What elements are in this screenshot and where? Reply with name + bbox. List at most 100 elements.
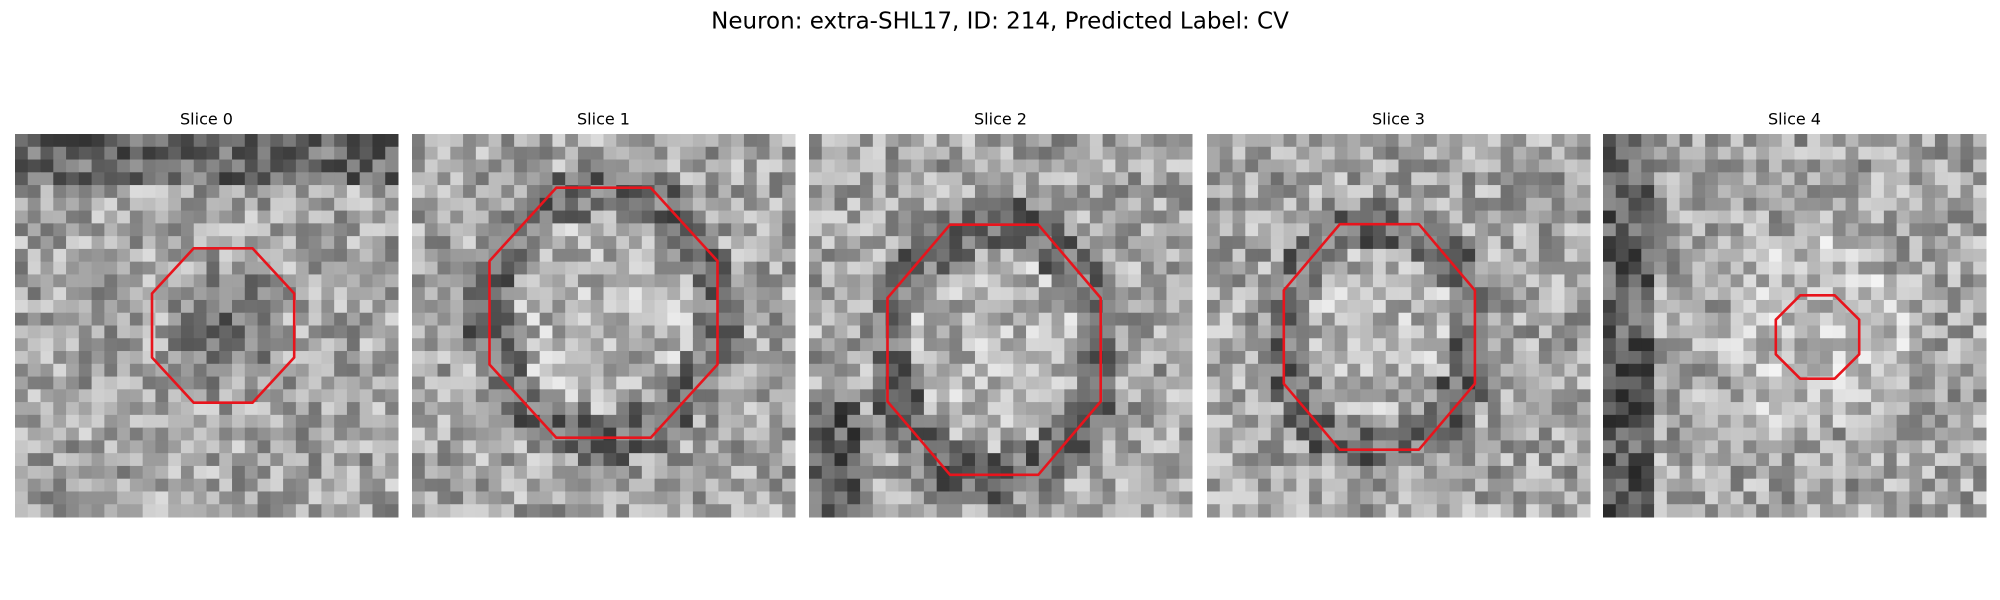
pixel [769, 261, 783, 275]
pixel [168, 159, 182, 173]
pixel [1360, 197, 1374, 212]
pixel [1245, 491, 1259, 505]
pixel [117, 134, 131, 148]
pixel [539, 159, 553, 173]
pixel [129, 159, 144, 173]
pixel [1768, 351, 1783, 365]
pixel [756, 376, 770, 390]
pixel [872, 248, 887, 263]
pixel [117, 210, 131, 224]
pixel [756, 159, 770, 173]
pixel [1128, 261, 1142, 275]
pixel [1296, 325, 1310, 339]
pixel [1258, 299, 1272, 314]
pixel [450, 159, 464, 173]
pixel [1743, 440, 1757, 454]
pixel [488, 134, 502, 148]
pixel [962, 414, 976, 429]
pixel [1064, 185, 1078, 199]
pixel [936, 504, 950, 518]
pixel [692, 414, 707, 429]
pixel [117, 287, 131, 301]
pixel [936, 325, 950, 339]
pixel [1934, 261, 1949, 275]
pixel [1296, 299, 1310, 314]
pixel [385, 185, 399, 199]
pixel [1960, 299, 1974, 314]
pixel [437, 312, 451, 326]
pixel [1245, 338, 1259, 352]
pixel [1270, 134, 1285, 148]
pixel [1628, 159, 1642, 173]
pixel [692, 134, 707, 148]
pixel [91, 210, 105, 224]
pixel [603, 351, 617, 365]
pixel [1166, 402, 1180, 416]
pixel [898, 134, 912, 148]
pixel [104, 261, 118, 275]
pixel [1909, 465, 1923, 480]
pixel [1128, 363, 1142, 378]
pixel [1654, 351, 1668, 365]
pixel [1166, 338, 1180, 352]
pixel [180, 363, 195, 378]
pixel [898, 453, 912, 467]
pixel [923, 172, 938, 186]
pixel [1064, 491, 1078, 505]
pixel [526, 274, 541, 288]
pixel [91, 491, 105, 505]
pixel [1551, 210, 1565, 224]
pixel [1883, 146, 1898, 161]
pixel [923, 261, 938, 275]
pixel [1603, 325, 1617, 339]
pixel [424, 210, 439, 224]
pixel [885, 210, 899, 224]
pixel [718, 363, 732, 378]
pixel [743, 134, 758, 148]
pixel [1717, 465, 1732, 480]
pixel [1013, 159, 1027, 173]
pixel [1807, 325, 1821, 339]
pixel [27, 261, 42, 275]
pixel [1064, 172, 1078, 186]
pixel [949, 287, 963, 301]
pixel [1628, 197, 1642, 212]
pixel [1140, 363, 1155, 378]
slice-image [1603, 134, 1987, 518]
pixel [1487, 465, 1502, 480]
pixel [385, 389, 399, 403]
pixel [78, 287, 93, 301]
pixel [1128, 287, 1142, 301]
pixel [1385, 453, 1399, 467]
pixel [1564, 134, 1578, 148]
pixel [1360, 236, 1374, 250]
pixel [1947, 414, 1961, 429]
pixel [27, 172, 42, 186]
pixel [705, 159, 719, 173]
pixel [1666, 261, 1681, 275]
pixel [705, 223, 719, 237]
pixel [680, 287, 694, 301]
pixel [872, 453, 887, 467]
pixel [1372, 453, 1387, 467]
pixel [1000, 159, 1014, 173]
pixel [1641, 440, 1655, 454]
pixel [1960, 134, 1974, 148]
pixel [577, 299, 592, 314]
pixel [1115, 248, 1129, 263]
pixel [385, 197, 399, 212]
pixel [104, 299, 118, 314]
pixel [1896, 504, 1910, 518]
pixel [1896, 159, 1910, 173]
pixel [1258, 338, 1272, 352]
pixel [1730, 465, 1744, 480]
pixel [104, 414, 118, 429]
pixel [206, 465, 220, 480]
pixel [1909, 453, 1923, 467]
pixel [308, 338, 322, 352]
pixel [692, 478, 707, 492]
pixel [1832, 338, 1847, 352]
pixel [1089, 491, 1104, 505]
pixel [244, 491, 259, 505]
pixel [334, 185, 348, 199]
